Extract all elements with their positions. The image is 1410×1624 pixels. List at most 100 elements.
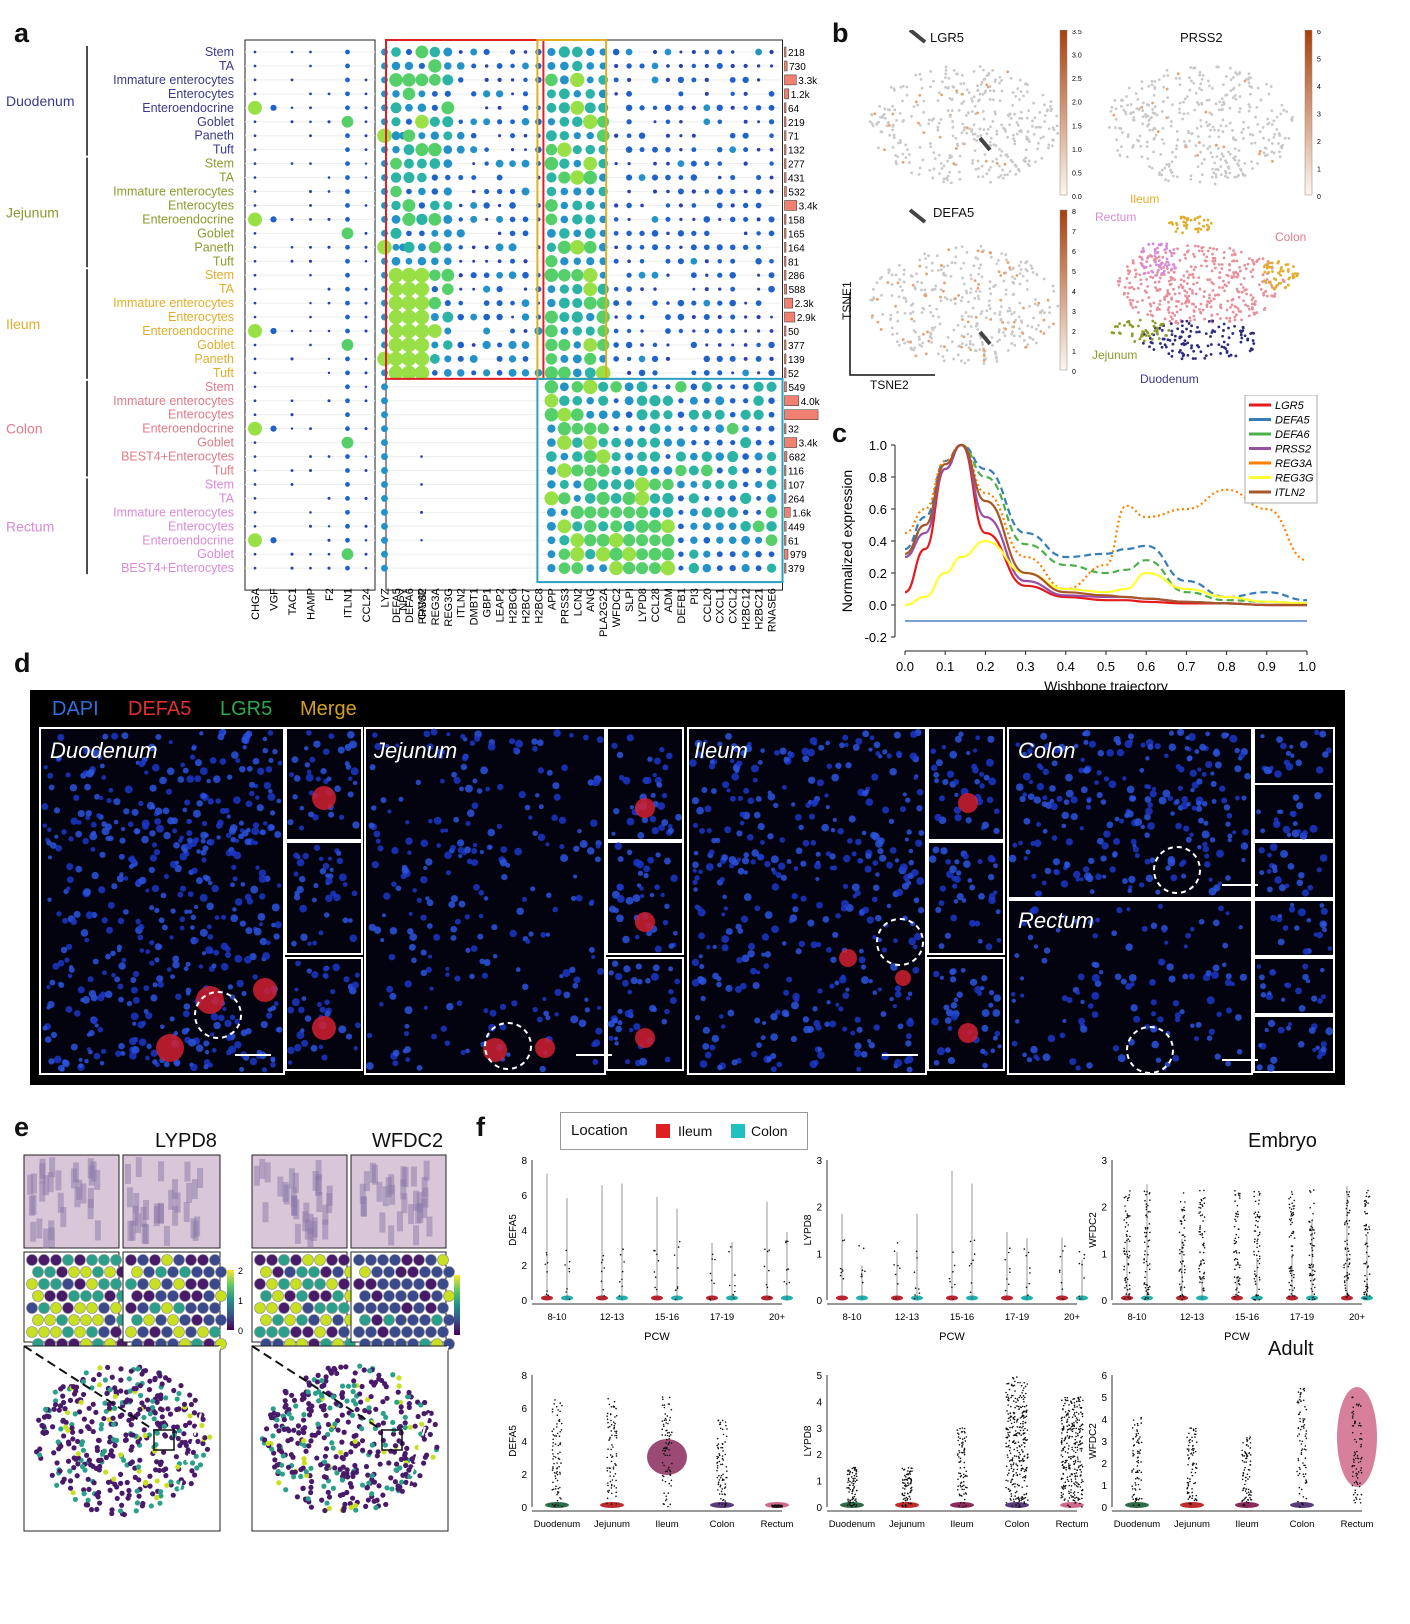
nucleus [433, 816, 442, 825]
nucleus [842, 734, 849, 741]
expression-dot [345, 509, 350, 515]
expression-dot [610, 479, 622, 490]
nucleus [1065, 773, 1073, 782]
tsne-point [1003, 173, 1007, 177]
tsne-point [1169, 168, 1172, 172]
nucleus [1206, 1035, 1213, 1041]
tsne-point [1147, 242, 1151, 246]
expression-dot [703, 369, 710, 376]
expression-dot [364, 371, 368, 375]
tsne-point [1162, 100, 1165, 103]
tsne-point [1156, 306, 1160, 310]
nucleus [766, 1056, 772, 1062]
tsne-point [875, 281, 879, 285]
expression-dot [253, 50, 257, 54]
nucleus [831, 773, 840, 782]
tsne-point [1154, 274, 1157, 277]
tsne-point [1221, 118, 1225, 122]
tsne-point [876, 320, 880, 324]
expression-dot [702, 409, 712, 420]
nucleus [1212, 964, 1220, 972]
legend-label: DEFA5 [1275, 415, 1311, 427]
expression-dot [742, 550, 750, 558]
tsne-point [960, 359, 963, 363]
expression-dot [664, 104, 672, 112]
expression-dot [716, 467, 723, 474]
nucleus [304, 1015, 312, 1022]
expression-dot [755, 536, 763, 544]
nucleus [740, 915, 749, 923]
tsne-point [1231, 259, 1234, 263]
tsne-point [1199, 311, 1203, 315]
tsne-point [965, 291, 969, 295]
tsne-point [942, 164, 946, 168]
expression-dot [546, 186, 557, 197]
expression-dot [420, 539, 423, 542]
tsne-point [1163, 166, 1167, 170]
nucleus [215, 798, 221, 804]
nucleus [594, 856, 601, 863]
expression-dot [391, 256, 401, 266]
expression-dot [625, 452, 634, 461]
tsne-point [1040, 309, 1044, 312]
tsne-point [1128, 281, 1132, 285]
nucleus [853, 1049, 862, 1058]
tsne-point [1205, 305, 1209, 309]
expression-dot [546, 242, 557, 252]
expression-dot [444, 62, 452, 70]
gene-label: HAMP [306, 588, 318, 620]
tsne-point [1192, 349, 1196, 353]
expression-dot [678, 175, 684, 180]
tsne-point [880, 275, 884, 279]
nucleus [294, 1044, 302, 1052]
nucleus [489, 1009, 497, 1017]
expression-dot [546, 102, 557, 113]
tsne-point [982, 348, 986, 352]
tsne-point [999, 154, 1003, 158]
gene-label: PLA2G2A [598, 587, 610, 637]
nucleus [691, 979, 700, 987]
tsne-point [1141, 246, 1145, 250]
expression-dot [660, 560, 676, 576]
tsne-point [1147, 119, 1151, 122]
tsne-point [997, 270, 1001, 274]
nucleus [121, 732, 129, 740]
nucleus [909, 752, 918, 760]
expression-dot [665, 258, 671, 264]
tsne-point [1247, 257, 1251, 261]
expression-dot [431, 229, 439, 237]
expression-dot [443, 159, 453, 168]
nucleus [119, 872, 124, 877]
tsne-point [1251, 275, 1254, 279]
tsne-point [1235, 313, 1238, 317]
expression-dot [653, 287, 657, 291]
nucleus [211, 884, 219, 893]
expression-dot [704, 495, 710, 502]
expression-dot [290, 78, 294, 82]
nucleus [1212, 919, 1220, 927]
tsne-point [988, 85, 992, 88]
nucleus [709, 1044, 716, 1051]
expression-dot [364, 231, 368, 235]
nucleus [316, 1002, 322, 1007]
tsne-point [1249, 347, 1253, 351]
nucleus [469, 973, 475, 980]
tsne-point [1173, 313, 1177, 317]
expression-dot [430, 131, 440, 140]
nucleus [570, 895, 577, 902]
nucleus [428, 818, 433, 824]
nucleus [173, 1031, 179, 1036]
tsne-point [1263, 279, 1266, 283]
nucleus [561, 764, 568, 772]
expression-dot [547, 118, 556, 126]
tsne-point [973, 296, 977, 300]
nucleus [1183, 944, 1188, 949]
tsne-point [1182, 215, 1186, 219]
cell-count-bar [784, 60, 788, 72]
nucleus [453, 816, 460, 823]
tsne-point [1165, 87, 1169, 91]
nucleus [155, 733, 162, 740]
tsne-point [1256, 162, 1260, 165]
tsne-point [1262, 265, 1266, 269]
expression-dot [558, 562, 571, 574]
